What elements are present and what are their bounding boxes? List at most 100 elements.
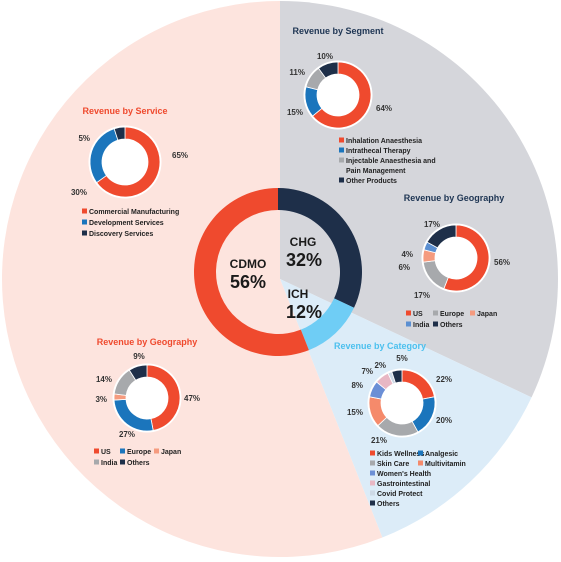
legend-label: Commercial Manufacturing: [89, 209, 179, 216]
ich-label: ICH: [288, 287, 309, 301]
ich-value: 12%: [286, 302, 322, 322]
legend-swatch: [418, 460, 423, 466]
legend-label: Others: [440, 322, 463, 329]
slice-us: [443, 224, 490, 292]
slice-other-products: [318, 61, 339, 79]
data-label: 30%: [71, 188, 87, 197]
legend-swatch: [470, 310, 475, 316]
legend-label: Japan: [161, 449, 181, 456]
legend-swatch: [370, 490, 375, 496]
legend-swatch: [433, 321, 438, 327]
legend-swatch: [82, 219, 87, 225]
data-label: 3%: [95, 395, 107, 404]
data-label: 4%: [401, 250, 413, 259]
data-label: 7%: [361, 367, 373, 376]
data-label: 11%: [289, 68, 305, 77]
data-label: 9%: [133, 352, 145, 361]
legend-swatch: [339, 177, 344, 183]
chg-label: CHG: [290, 235, 317, 249]
legend-label: Covid Protect: [377, 491, 423, 498]
legend-label: Europe: [127, 449, 151, 456]
slice-inhalation-anaesthesia: [312, 61, 372, 129]
slice-others: [426, 224, 457, 249]
legend-label: Other Products: [346, 178, 397, 185]
legend-label: Kids Wellness: [377, 451, 424, 458]
legend-label: Pain Management: [346, 168, 406, 175]
chg-segment-title: Revenue by Segment: [292, 26, 383, 36]
legend-swatch: [154, 448, 159, 454]
data-label: 17%: [424, 220, 440, 229]
slice-others: [128, 364, 148, 381]
legend-swatch: [339, 137, 344, 143]
data-label: 5%: [396, 354, 408, 363]
legend-label: Analgesic: [425, 451, 458, 458]
legend-label: Others: [377, 501, 400, 508]
cdmo-service-title: Revenue by Service: [82, 106, 167, 116]
legend-label: Europe: [440, 311, 464, 318]
legend-label: Gastrointestinal: [377, 481, 430, 488]
legend-label: Inhalation Anaesthesia: [346, 138, 422, 145]
cdmo-label: CDMO: [230, 257, 267, 271]
data-label: 2%: [374, 361, 386, 370]
data-label: 56%: [494, 258, 510, 267]
legend-swatch: [406, 321, 411, 327]
slice-others: [391, 369, 403, 384]
data-label: 64%: [376, 104, 392, 113]
legend-label: Others: [127, 460, 150, 467]
legend-label: Development Services: [89, 220, 164, 227]
mini-donuts: Revenue by Service 65% 30% 5% Commercial Man…: [71, 26, 510, 508]
legend-label: US: [101, 449, 111, 456]
legend-label: Women's Health: [377, 471, 431, 478]
data-label: 15%: [287, 108, 303, 117]
legend-swatch: [339, 147, 344, 153]
legend-swatch: [370, 470, 375, 476]
data-label: 17%: [414, 291, 430, 300]
data-label: 27%: [119, 430, 135, 439]
cdmo-segment: [194, 188, 309, 356]
chg-segment-chart: Revenue by Segment 64% 15% 11% 10% Inhalation…: [287, 26, 436, 185]
legend-swatch: [339, 157, 344, 163]
cdmo-value: 56%: [230, 272, 266, 292]
legend-swatch: [370, 480, 375, 486]
legend-label: Injectable Anaesthesia and: [346, 158, 436, 165]
legend-label: India: [413, 322, 429, 329]
main-donut: [194, 188, 362, 356]
legend-swatch: [82, 230, 87, 236]
data-label: 14%: [96, 375, 112, 384]
legend-swatch: [120, 448, 125, 454]
cdmo-geo-title: Revenue by Geography: [97, 337, 198, 347]
ich-segment: [300, 298, 355, 351]
legend-label: Skin Care: [377, 461, 409, 468]
cdmo-service-chart: Revenue by Service 65% 30% 5% Commercial Man…: [71, 106, 188, 238]
legend-label: Discovery Services: [89, 231, 153, 238]
data-label: 47%: [184, 394, 200, 403]
ich-category-chart: Revenue by Category 22% 20% 21% 15% 8% 7%2% 5% K…: [334, 341, 466, 508]
legend-label: Japan: [477, 311, 497, 318]
legend-label: Intrathecal Therapy: [346, 148, 411, 155]
legend-swatch: [406, 310, 411, 316]
slice-commercial-manufacturing: [96, 126, 161, 198]
chg-value: 32%: [286, 250, 322, 270]
legend-swatch: [94, 448, 99, 454]
legend-swatch: [370, 500, 375, 506]
data-label: 20%: [436, 416, 452, 425]
data-label: 21%: [371, 436, 387, 445]
slice-discovery-services: [113, 126, 126, 141]
chg-geo-title: Revenue by Geography: [404, 193, 505, 203]
legend-swatch: [433, 310, 438, 316]
data-label: 8%: [351, 381, 363, 390]
data-label: 6%: [398, 263, 410, 272]
legend-swatch: [120, 459, 125, 465]
legend-swatch: [370, 450, 375, 456]
legend-label: India: [101, 460, 117, 467]
ich-category-title: Revenue by Category: [334, 341, 426, 351]
legend-label: US: [413, 311, 423, 318]
data-label: 65%: [172, 151, 188, 160]
legend-swatch: [370, 460, 375, 466]
data-label: 10%: [317, 52, 333, 61]
chg-geo-chart: Revenue by Geography 56% 17% 6% 4% 17% US Europ…: [398, 193, 510, 329]
legend-swatch: [94, 459, 99, 465]
legend-label: Multivitamin: [425, 461, 466, 468]
